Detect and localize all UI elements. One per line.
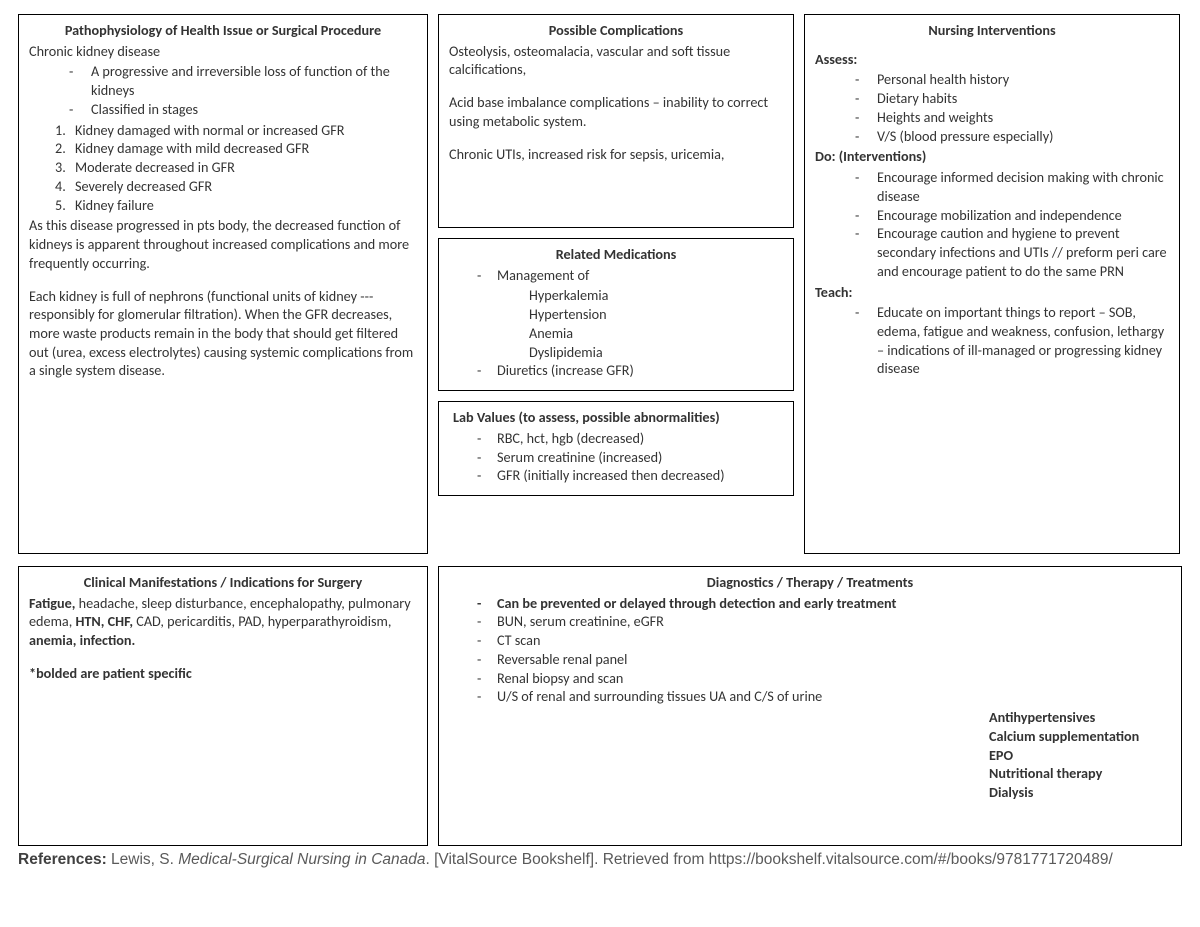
treatment-item: Nutritional therapy: [989, 764, 1171, 783]
assess-item: Dietary habits: [855, 89, 1169, 108]
treatment-item: EPO: [989, 746, 1171, 765]
teach-label: Teach:: [815, 283, 1169, 302]
diag-title: Diagnostics / Therapy / Treatments: [449, 573, 1171, 592]
treatment-item: Calcium supplementation: [989, 727, 1171, 746]
patho-para: As this disease progressed in pts body, …: [29, 216, 417, 272]
patho-stage: Kidney damaged with normal or increased …: [69, 121, 417, 140]
do-item: Encourage mobilization and independence: [855, 206, 1169, 225]
medications-box: Related Medications Management of Hyperk…: [438, 238, 794, 391]
diag-item: BUN, serum creatinine, eGFR: [477, 612, 1171, 631]
nursing-box: Nursing Interventions Assess: Personal h…: [804, 14, 1180, 554]
pathophysiology-box: Pathophysiology of Health Issue or Surgi…: [18, 14, 428, 554]
treatment-item: Antihypertensives: [989, 708, 1171, 727]
complications-text: Chronic UTIs, increased risk for sepsis,…: [449, 145, 783, 164]
meds-title: Related Medications: [449, 245, 783, 264]
references: References: Lewis, S. Medical-Surgical N…: [18, 850, 1182, 871]
diag-item: U/S of renal and surrounding tissues UA …: [477, 687, 1171, 706]
labs-item: GFR (initially increased then decreased): [477, 466, 783, 485]
assess-item: V/S (blood pressure especially): [855, 127, 1169, 146]
references-label: References:: [18, 851, 107, 868]
labs-title: Lab Values (to assess, possible abnormal…: [449, 408, 783, 427]
patho-stage: Moderate decreased in GFR: [69, 158, 417, 177]
patho-bullet: A progressive and irreversible loss of f…: [69, 62, 417, 99]
diag-item: CT scan: [477, 631, 1171, 650]
teach-item: Educate on important things to report – …: [855, 303, 1169, 378]
labs-item: Serum creatinine (increased): [477, 448, 783, 467]
labs-item: RBC, hct, hgb (decreased): [477, 429, 783, 448]
assess-item: Personal health history: [855, 70, 1169, 89]
patho-bullet: Classified in stages: [69, 100, 417, 119]
clinical-note: *bolded are patient specific: [29, 664, 417, 683]
treatment-item: Dialysis: [989, 783, 1171, 802]
complications-box: Possible Complications Osteolysis, osteo…: [438, 14, 794, 228]
do-label: Do: (Interventions): [815, 147, 1169, 166]
patho-stage: Severely decreased GFR: [69, 177, 417, 196]
treatments-list: Antihypertensives Calcium supplementatio…: [989, 708, 1171, 802]
patho-stage: Kidney failure: [69, 196, 417, 215]
do-item: Encourage caution and hygiene to prevent…: [855, 224, 1169, 280]
clinical-box: Clinical Manifestations / Indications fo…: [18, 566, 428, 846]
meds-item: Hypertension: [529, 305, 783, 324]
meds-lead: Management of: [477, 266, 783, 285]
assess-item: Heights and weights: [855, 108, 1169, 127]
patho-title: Pathophysiology of Health Issue or Surgi…: [29, 21, 417, 40]
nursing-title: Nursing Interventions: [815, 21, 1169, 40]
complications-text: Acid base imbalance complications – inab…: [449, 93, 783, 130]
complications-title: Possible Complications: [449, 21, 783, 40]
meds-item: Anemia: [529, 324, 783, 343]
do-item: Encourage informed decision making with …: [855, 168, 1169, 205]
meds-item: Diuretics (increase GFR): [477, 361, 783, 380]
assess-label: Assess:: [815, 50, 1169, 69]
clinical-title: Clinical Manifestations / Indications fo…: [29, 573, 417, 592]
labs-box: Lab Values (to assess, possible abnormal…: [438, 401, 794, 496]
diag-item: Reversable renal panel: [477, 650, 1171, 669]
patho-subtitle: Chronic kidney disease: [29, 42, 417, 61]
complications-text: Osteolysis, osteomalacia, vascular and s…: [449, 42, 783, 79]
diag-item: Renal biopsy and scan: [477, 669, 1171, 688]
patho-para: Each kidney is full of nephrons (functio…: [29, 287, 417, 381]
clinical-text: Fatigue, headache, sleep disturbance, en…: [29, 594, 417, 650]
diagnostics-box: Diagnostics / Therapy / Treatments Can b…: [438, 566, 1182, 846]
patho-stage: Kidney damage with mild decreased GFR: [69, 139, 417, 158]
meds-item: Dyslipidemia: [529, 343, 783, 362]
diag-item: Can be prevented or delayed through dete…: [477, 594, 1171, 613]
meds-item: Hyperkalemia: [529, 286, 783, 305]
